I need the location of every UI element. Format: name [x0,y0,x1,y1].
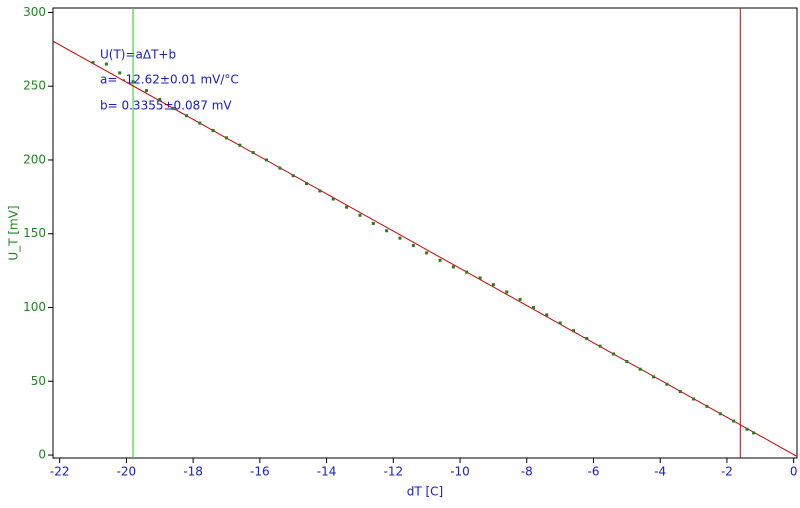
data-point [398,236,402,240]
y-tick-label: 50 [31,374,46,388]
annotation: a= -12.62±0.01 mV/°C [100,73,239,87]
data-point [411,244,415,248]
data-point [491,283,495,287]
y-tick-label: 150 [23,226,46,240]
x-tick-label: -2 [721,465,733,479]
data-point [545,313,549,317]
y-tick-label: 250 [23,79,46,93]
x-axis-label: dT [C] [407,485,444,499]
data-point [318,189,322,193]
data-point [571,329,575,333]
y-axis-label: U_T [mV] [7,205,21,260]
data-point [678,390,682,394]
data-point [171,106,175,110]
x-tick-label: -18 [183,465,203,479]
data-point [745,427,749,431]
y-tick-label: 200 [23,152,46,166]
data-point [478,276,482,280]
data-point [198,121,202,125]
data-point [158,97,162,101]
data-point [558,321,562,325]
data-point [345,205,349,209]
data-point [732,419,736,423]
data-point [91,61,95,65]
data-point [625,360,629,364]
data-point [224,136,228,140]
data-point [265,158,269,162]
data-point [425,251,429,255]
x-tick-label: -20 [117,465,137,479]
data-point [358,213,362,217]
data-point [585,336,589,340]
x-tick-label: 0 [790,465,798,479]
data-point [291,174,295,178]
data-point [371,221,375,225]
y-tick-label: 100 [23,300,46,314]
data-point [752,431,756,435]
x-tick-label: -14 [317,465,337,479]
data-point [652,375,656,379]
data-point [465,270,469,274]
data-point [612,352,616,356]
data-point [692,397,696,401]
data-point [438,258,442,262]
x-tick-label: -10 [450,465,470,479]
data-point [131,80,135,84]
data-point [305,182,309,186]
y-tick-label: 0 [38,448,46,462]
data-point [638,367,642,371]
data-point [331,197,335,201]
data-point [451,265,455,269]
data-point [705,404,709,408]
data-point [184,114,188,118]
annotation: U(T)=aΔT+b [100,48,176,62]
x-tick-label: -22 [50,465,70,479]
x-tick-label: -8 [521,465,533,479]
data-point [144,89,148,93]
annotation: b= 0.3355±0.087 mV [100,99,232,113]
x-tick-label: -12 [384,465,404,479]
data-point [518,297,522,301]
x-tick-label: -4 [654,465,666,479]
data-point [531,306,535,310]
x-tick-label: -6 [587,465,599,479]
data-point [505,290,509,294]
data-point [278,166,282,170]
data-point [211,128,215,132]
data-point [251,151,255,155]
x-tick-label: -16 [250,465,270,479]
data-point [238,143,242,147]
data-point [718,412,722,416]
data-point [118,71,122,75]
data-point [104,62,108,66]
y-tick-label: 300 [23,5,46,19]
plot-frame [52,7,798,459]
data-point [665,382,669,386]
data-point [598,344,602,348]
fit-line [52,40,798,457]
data-point [385,229,389,233]
